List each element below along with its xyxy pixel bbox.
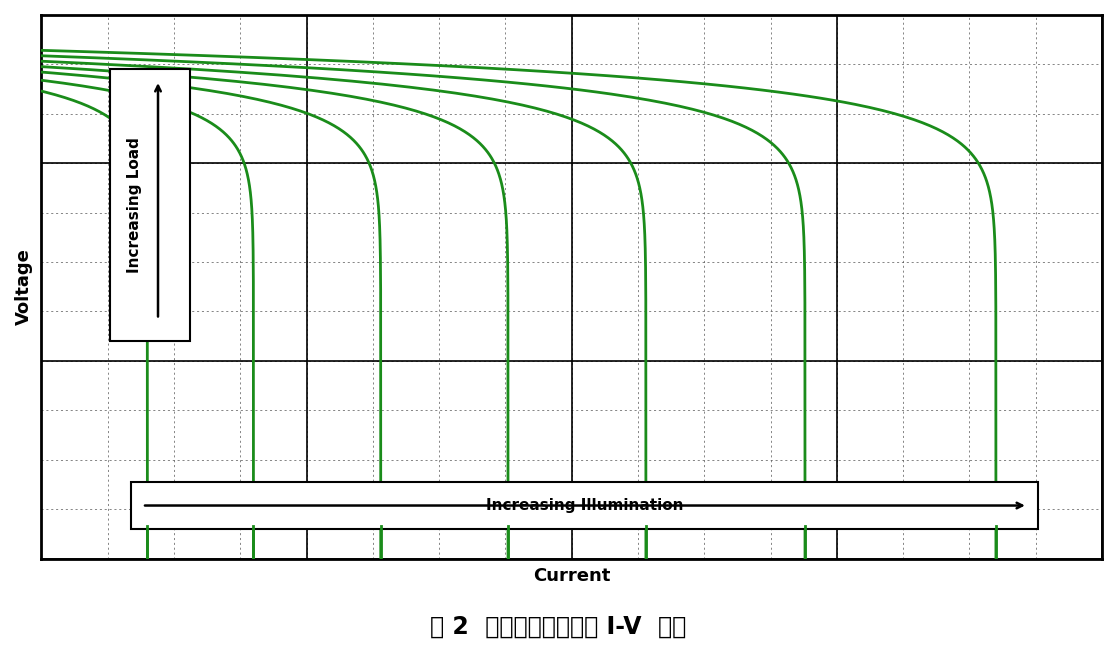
- Bar: [132, 482, 1039, 529]
- Text: 图 2  典型的太阳能电池 I-V  特性: 图 2 典型的太阳能电池 I-V 特性: [430, 615, 687, 639]
- Text: Increasing Illumination: Increasing Illumination: [486, 498, 684, 513]
- X-axis label: Current: Current: [533, 567, 610, 585]
- Y-axis label: Voltage: Voltage: [15, 248, 34, 325]
- Bar: [111, 70, 190, 341]
- Text: Increasing Load: Increasing Load: [126, 137, 142, 273]
